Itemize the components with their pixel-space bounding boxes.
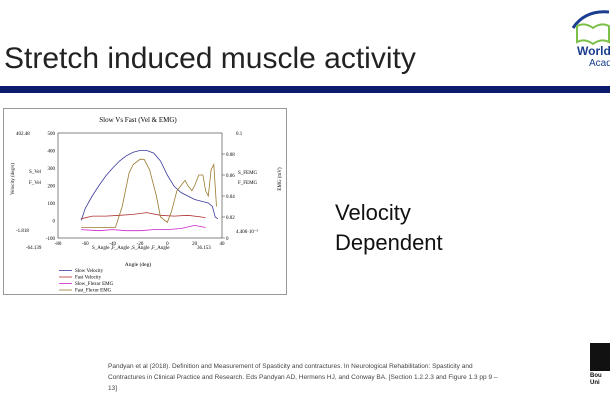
plot-frame — [57, 132, 223, 239]
y-legend-1: S_Vel — [29, 170, 42, 175]
y2-legend-2: F_FEMG — [238, 181, 258, 186]
legend-entry: Slow Velocity — [75, 269, 104, 274]
y-tick-label: 100 — [48, 202, 56, 207]
x-tick-label: -20 — [137, 242, 144, 247]
legend-entry: Fast_Flexor EMG — [75, 289, 112, 294]
legend-entry: Slow_Flexor EMG — [75, 282, 114, 287]
y2-tick-label: 0.04 — [226, 195, 235, 200]
y-tick-label: 400 — [48, 150, 56, 155]
series-line-slow-flexor-emg — [81, 224, 206, 232]
velocity-dependent-text: Velocity Dependent — [335, 198, 443, 258]
y2-tick-label: 0.08 — [226, 153, 235, 158]
y-tick-label: 500 — [48, 132, 56, 137]
chart-svg: Slow Vs Fast (Vel & EMG) -80 -60 -40 -20 0 20… — [11, 116, 283, 294]
x-tick-label: 20 — [192, 242, 198, 247]
slide-title: Stretch induced muscle activity — [4, 42, 416, 75]
x-axis-label: Angle (deg) — [125, 261, 152, 268]
y2-tick-label: 0.06 — [226, 174, 235, 179]
y2-top-label: 0.1 — [236, 132, 243, 137]
logo-text-1: World — [577, 44, 610, 58]
ymax-annotation: 402.48 — [16, 132, 30, 137]
side-text-line-2: Dependent — [335, 230, 443, 255]
xmin-annotation: -64.139 — [26, 246, 42, 251]
y2-axis-label: EMG (mV) — [278, 167, 283, 191]
x-tick-label: 0 — [166, 242, 169, 247]
x-tick-label: -60 — [82, 242, 89, 247]
xmax-annotation: 36.153 — [197, 246, 211, 251]
logo-block-icon — [590, 343, 610, 371]
series-line-slow-velocity — [80, 150, 219, 221]
reference-citation: Pandyan et al (2018). Definition and Mea… — [108, 363, 498, 392]
y2-legend-1: S_FEMG — [238, 171, 258, 176]
chart-title: Slow Vs Fast (Vel & EMG) — [99, 116, 177, 124]
y-tick-label: -100 — [46, 237, 56, 242]
top-logo: World Acad — [565, 8, 610, 70]
y-tick-label: 300 — [48, 167, 56, 172]
y-tick-label: 0 — [53, 220, 56, 225]
y2-tick-label: 0 — [226, 237, 229, 242]
y-axis-label: Velocity (deg/s) — [11, 163, 16, 195]
title-divider-bar — [0, 86, 610, 93]
chart-figure: Slow Vs Fast (Vel & EMG) -80 -60 -40 -20 0 20… — [3, 108, 287, 295]
legend-entry: Fast Velocity — [75, 276, 102, 281]
y-legend-2: F_Vel — [29, 181, 42, 186]
x-tick-label: -80 — [55, 242, 62, 247]
logo2-text-2: Uni — [590, 380, 600, 386]
side-text-line-1: Velocity — [335, 200, 411, 225]
x-tick-label: -40 — [109, 242, 116, 247]
y2-tick-label: 0.02 — [226, 216, 235, 221]
x-vars-annotation: S_Angle ,F_Angle ,S_Angle ,F_Angle — [92, 246, 170, 251]
logo-text-2: Acad — [589, 58, 610, 69]
ymin-annotation: -1.818 — [16, 229, 29, 234]
series-line-fast-flexor-emg — [81, 158, 217, 228]
bottom-logo: Bou Uni — [590, 343, 610, 393]
book-logo-icon — [571, 10, 610, 46]
y2min-annotation: 4.406·10⁻³ — [236, 229, 259, 235]
x-tick-label: 40 — [220, 242, 226, 247]
y-tick-label: 200 — [48, 185, 56, 190]
series-line-fast-velocity — [81, 212, 206, 220]
logo2-text-1: Bou — [590, 373, 602, 379]
